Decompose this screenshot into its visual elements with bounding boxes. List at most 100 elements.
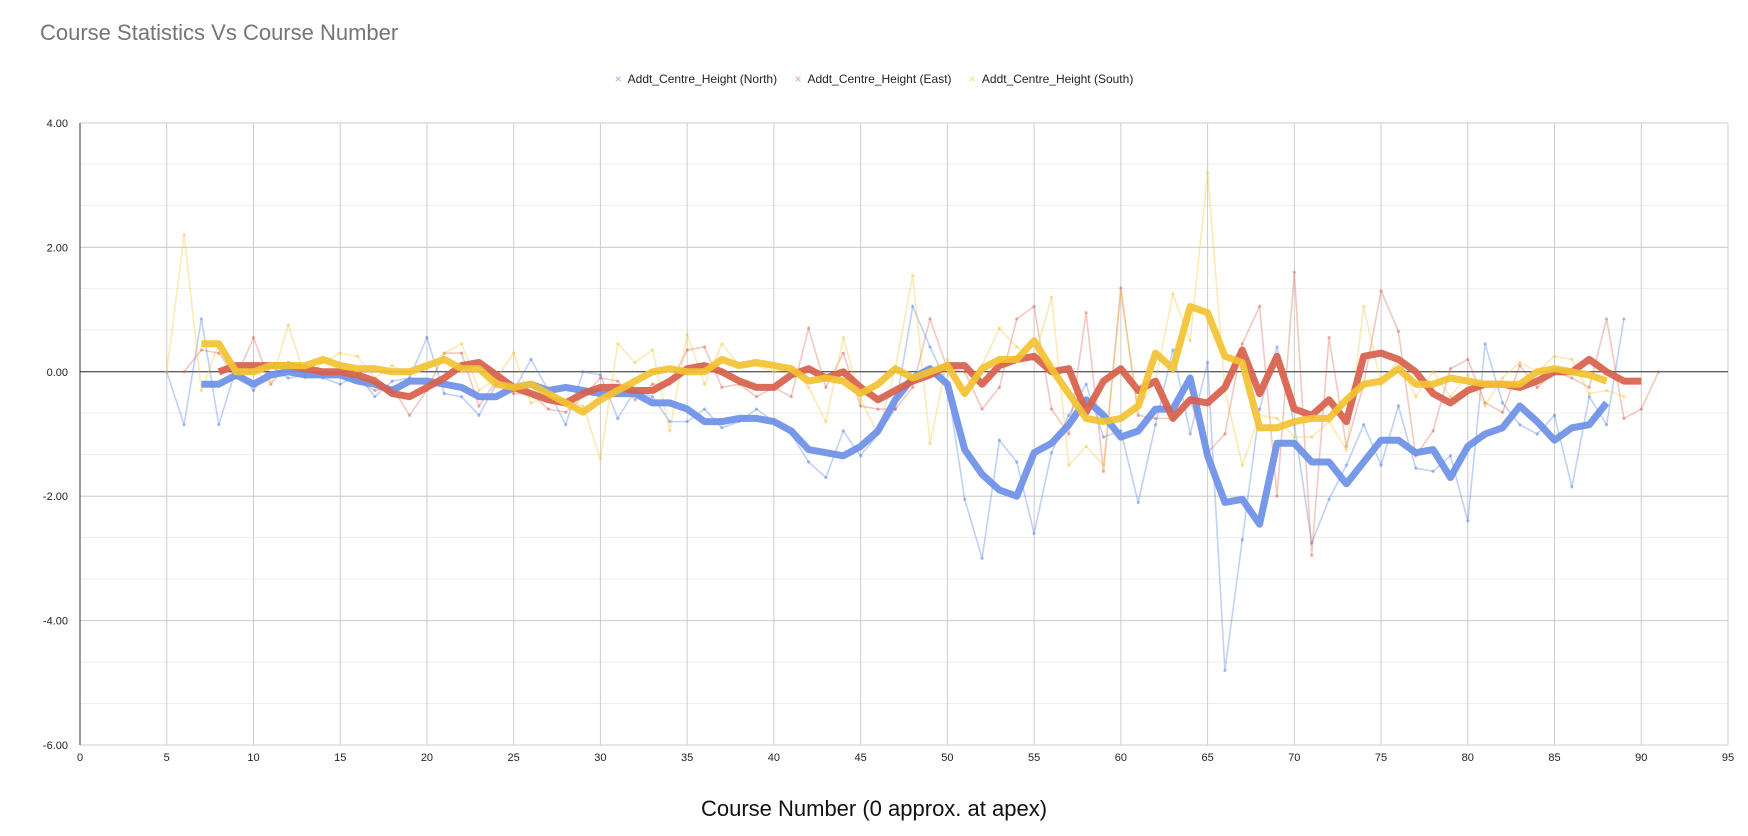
data-point-south — [1570, 357, 1574, 361]
data-point-south — [806, 385, 811, 389]
x-tick-label: 60 — [1115, 752, 1127, 764]
data-point-north — [1258, 407, 1262, 411]
data-point-south — [477, 388, 481, 393]
data-point-east — [217, 351, 221, 355]
x-tick-label: 0 — [77, 752, 83, 764]
data-point-east — [1518, 363, 1522, 368]
data-point-north — [1084, 382, 1088, 386]
data-point-south — [598, 457, 603, 461]
data-point-east — [1136, 413, 1140, 417]
data-point-south — [1500, 376, 1505, 380]
data-point-south — [182, 233, 186, 237]
data-point-east — [1310, 553, 1314, 557]
data-point-north — [1205, 360, 1210, 365]
legend-label-south: Addt_Centre_Height (South) — [981, 72, 1134, 86]
x-tick-label: 45 — [855, 752, 867, 764]
data-point-north — [1431, 469, 1435, 473]
data-point-east — [1084, 311, 1088, 315]
data-point-east — [1622, 416, 1626, 421]
data-point-east — [1396, 329, 1400, 333]
data-point-east — [1049, 407, 1054, 411]
data-point-north — [911, 304, 915, 309]
data-point-east — [408, 413, 412, 417]
x-tick-label: 50 — [941, 752, 953, 764]
data-point-east — [911, 385, 915, 389]
data-point-north — [338, 382, 342, 386]
data-point-north — [425, 335, 429, 340]
x-tick-label: 55 — [1028, 752, 1040, 764]
data-point-north — [720, 426, 724, 430]
data-point-east — [477, 404, 481, 408]
legend-item-east[interactable]: × Addt_Centre_Height (East) — [794, 72, 951, 86]
data-point-south — [1084, 444, 1088, 449]
legend-item-south[interactable]: × Addt_Centre_Height (South) — [969, 72, 1133, 86]
legend-label-north: Addt_Centre_Height (North) — [627, 72, 778, 86]
data-point-north — [1518, 423, 1522, 427]
data-point-north — [1448, 454, 1453, 458]
data-point-north — [286, 376, 290, 380]
data-point-south — [1414, 395, 1418, 399]
data-point-north — [668, 419, 672, 424]
data-point-east — [1570, 376, 1574, 380]
data-point-east — [1327, 335, 1331, 340]
data-point-north — [1240, 538, 1244, 542]
data-point-south — [772, 370, 776, 374]
data-point-south — [1188, 339, 1192, 343]
data-point-east — [512, 391, 516, 396]
data-point-north — [217, 423, 221, 427]
data-point-north — [1310, 541, 1314, 545]
data-point-south — [1518, 360, 1522, 365]
data-point-north — [1552, 413, 1557, 417]
data-point-south — [1587, 391, 1591, 396]
data-point-east — [789, 395, 793, 399]
data-point-east — [1535, 385, 1539, 389]
y-tick-label: -6.00 — [43, 740, 68, 752]
data-point-south — [1275, 416, 1279, 421]
series-line-south — [165, 172, 1625, 468]
data-point-east — [1604, 317, 1609, 321]
legend-item-north[interactable]: × Addt_Centre_Height (North) — [615, 72, 777, 86]
data-point-north — [251, 388, 256, 393]
legend-label-east: Addt_Centre_Height (East) — [807, 72, 952, 86]
data-point-east — [806, 326, 811, 330]
data-point-north — [529, 357, 533, 361]
data-point-south — [1431, 370, 1435, 374]
data-point-south — [1101, 463, 1106, 467]
data-point-north — [477, 413, 481, 417]
data-point-north — [1136, 500, 1140, 505]
data-point-south — [911, 273, 915, 277]
data-point-east — [841, 351, 845, 355]
y-tick-label: -4.00 — [43, 616, 68, 628]
data-point-south — [269, 382, 273, 386]
data-point-south — [199, 388, 204, 393]
data-point-east — [685, 348, 689, 352]
data-point-north — [1275, 345, 1279, 349]
data-point-east — [702, 345, 707, 349]
y-tick-label: 2.00 — [47, 242, 68, 254]
data-point-south — [165, 370, 169, 374]
x-tick-label: 5 — [164, 752, 170, 764]
data-point-south — [390, 363, 394, 368]
data-point-south — [355, 354, 360, 358]
legend-marker-south-icon: × — [968, 72, 976, 86]
data-point-north — [460, 395, 464, 399]
data-point-east — [182, 370, 186, 374]
data-point-east — [373, 388, 377, 393]
data-point-south — [1483, 404, 1487, 408]
data-point-east — [1032, 304, 1036, 309]
data-point-north — [564, 423, 568, 427]
x-tick-label: 70 — [1288, 752, 1300, 764]
data-point-east — [1483, 401, 1487, 405]
data-point-east — [1657, 370, 1661, 374]
data-point-east — [269, 382, 273, 386]
data-point-north — [616, 416, 620, 421]
data-point-east — [1431, 429, 1435, 433]
data-point-north — [1171, 348, 1175, 352]
data-point-east — [997, 385, 1002, 389]
data-point-north — [1223, 668, 1227, 672]
data-point-north — [1032, 531, 1036, 536]
data-point-south — [859, 398, 863, 402]
x-tick-label: 90 — [1635, 752, 1647, 764]
data-point-east — [980, 407, 984, 411]
